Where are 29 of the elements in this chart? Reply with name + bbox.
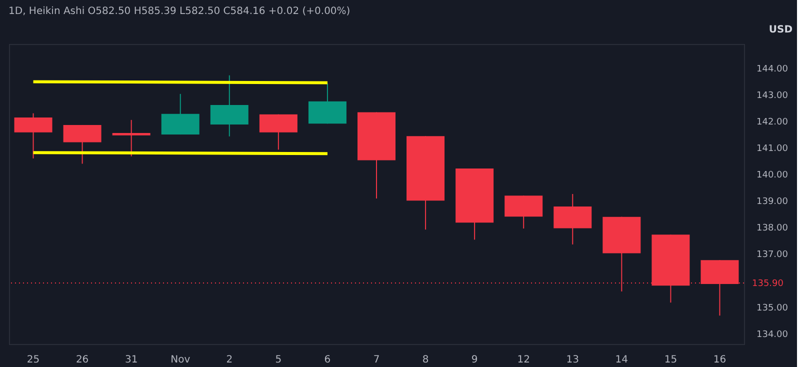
y-tick-label: 135.00 <box>756 303 788 314</box>
y-tick-label: 138.00 <box>756 224 788 234</box>
x-tick-label: 6 <box>324 354 331 366</box>
y-tick-label: 140.00 <box>756 170 788 181</box>
y-tick-label: 134.00 <box>756 330 788 340</box>
y-tick-label: 139.00 <box>756 197 788 208</box>
y-axis-title: USD <box>768 24 792 36</box>
candlestick <box>112 119 150 157</box>
y-tick-label: 142.00 <box>756 117 788 128</box>
chart-title: 1D, Heikin Ashi O582.50 H585.39 L582.50 C584.16 +0.02 (+0.00%) <box>8 6 350 17</box>
x-tick-label: 5 <box>275 354 282 366</box>
x-tick-label: 14 <box>615 354 628 366</box>
x-tick-label: 12 <box>517 354 530 366</box>
x-tick-label: 16 <box>713 354 726 366</box>
x-tick-label: 8 <box>422 354 429 366</box>
x-tick-label: 7 <box>373 354 380 366</box>
x-tick-label: 15 <box>664 354 678 366</box>
x-tick-label: Nov <box>170 354 190 366</box>
x-tick-label: 31 <box>124 354 138 366</box>
x-tick-label: 25 <box>26 354 40 366</box>
y-tick-label: 137.00 <box>756 250 788 260</box>
x-tick-label: 9 <box>471 354 478 366</box>
x-tick-label: 13 <box>566 354 579 366</box>
y-tick-label: 141.00 <box>756 144 788 154</box>
x-tick-label: 2 <box>226 354 233 366</box>
y-tick-label: 143.00 <box>756 90 788 101</box>
ref-line-label: 135.90 <box>752 278 784 289</box>
y-tick-label: 144.00 <box>756 64 788 74</box>
x-tick-label: 26 <box>76 354 89 366</box>
